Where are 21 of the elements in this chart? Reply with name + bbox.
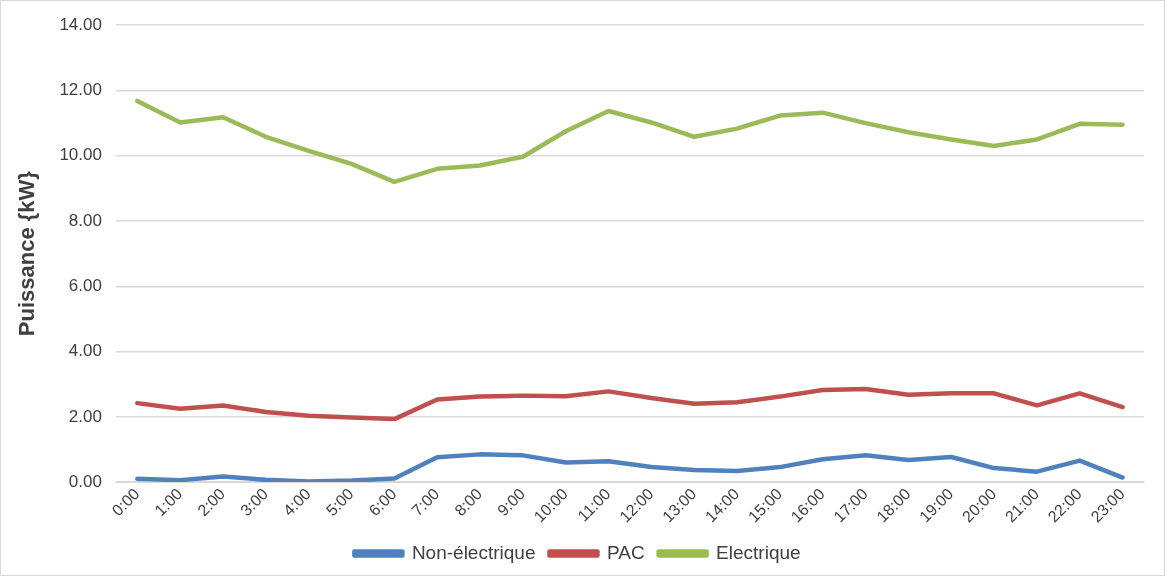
x-tick-label: 1:00 [151, 485, 186, 520]
x-tick-label: 7:00 [408, 485, 443, 520]
y-tick-label: 4.00 [68, 341, 102, 361]
x-tick-label: 8:00 [451, 485, 486, 520]
legend-label: Electrique [716, 541, 801, 563]
y-axis-title: Puissance {kW} [14, 170, 40, 337]
x-tick-label: 3:00 [237, 485, 272, 520]
y-tick-label: 12.00 [59, 80, 102, 100]
y-tick-label: 0.00 [68, 471, 102, 491]
x-tick-label: 6:00 [365, 485, 400, 520]
legend-label: Non-électrique [411, 541, 536, 563]
x-tick-label: 0:00 [108, 485, 143, 520]
y-tick-label: 8.00 [68, 210, 102, 230]
y-tick-label: 14.00 [59, 14, 102, 34]
legend-label: PAC [606, 541, 645, 563]
x-tick-label: 5:00 [322, 485, 357, 520]
x-tick-label: 9:00 [494, 485, 529, 520]
y-tick-label: 2.00 [68, 406, 102, 426]
x-tick-label: 4:00 [279, 485, 315, 520]
y-tick-label: 10.00 [59, 145, 102, 165]
y-tick-label: 6.00 [68, 275, 102, 295]
